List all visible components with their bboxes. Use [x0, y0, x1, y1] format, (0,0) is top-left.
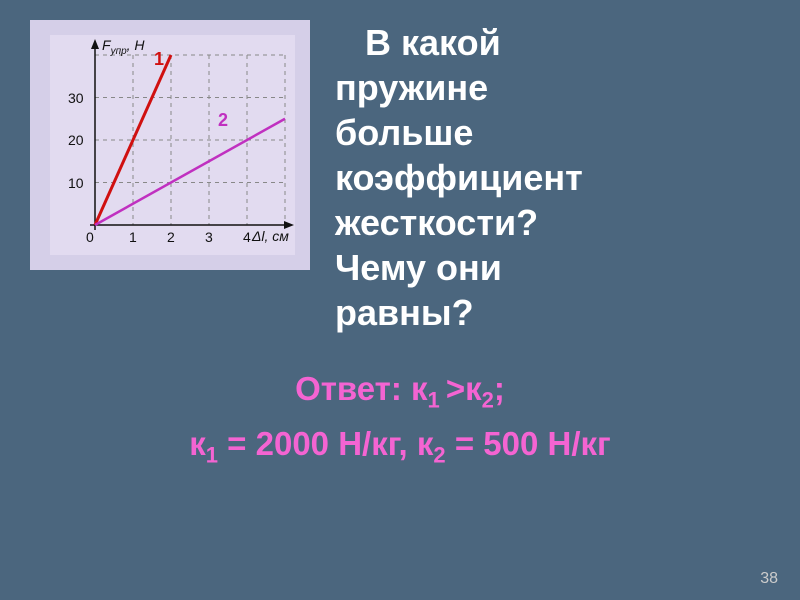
answer-block: Ответ: к1 >к2; к1 = 2000 Н/кг, к2 = 500 … — [0, 363, 800, 473]
y-tick-10: 10 — [68, 175, 84, 191]
x-tick-3: 3 — [205, 229, 213, 245]
x-tick-2: 2 — [167, 229, 175, 245]
series-label-2: 2 — [218, 110, 228, 131]
y-axis-label: Fупр, Н — [102, 37, 145, 57]
x-tick-1: 1 — [129, 229, 137, 245]
chart-svg — [50, 35, 295, 255]
y-tick-30: 30 — [68, 90, 84, 106]
question-text: В какойпружинебольшекоэффициентжесткости… — [335, 20, 770, 335]
page-number: 38 — [760, 570, 778, 588]
x-tick-4: 4 — [243, 229, 251, 245]
chart-plot-area: Fупр, Н 30 20 10 0 1 2 3 4 Δl, см 1 2 — [50, 35, 295, 255]
y-tick-20: 20 — [68, 132, 84, 148]
chart-container: Fупр, Н 30 20 10 0 1 2 3 4 Δl, см 1 2 — [30, 20, 310, 270]
top-row: Fупр, Н 30 20 10 0 1 2 3 4 Δl, см 1 2 — [0, 0, 800, 335]
answer-line-1: Ответ: к1 >к2; — [0, 363, 800, 418]
answer-line-2: к1 = 2000 Н/кг, к2 = 500 Н/кг — [0, 418, 800, 473]
slide-root: Fупр, Н 30 20 10 0 1 2 3 4 Δl, см 1 2 — [0, 0, 800, 600]
origin-label: 0 — [86, 229, 94, 245]
series-label-1: 1 — [154, 49, 164, 70]
x-axis-label: Δl, см — [252, 228, 289, 244]
